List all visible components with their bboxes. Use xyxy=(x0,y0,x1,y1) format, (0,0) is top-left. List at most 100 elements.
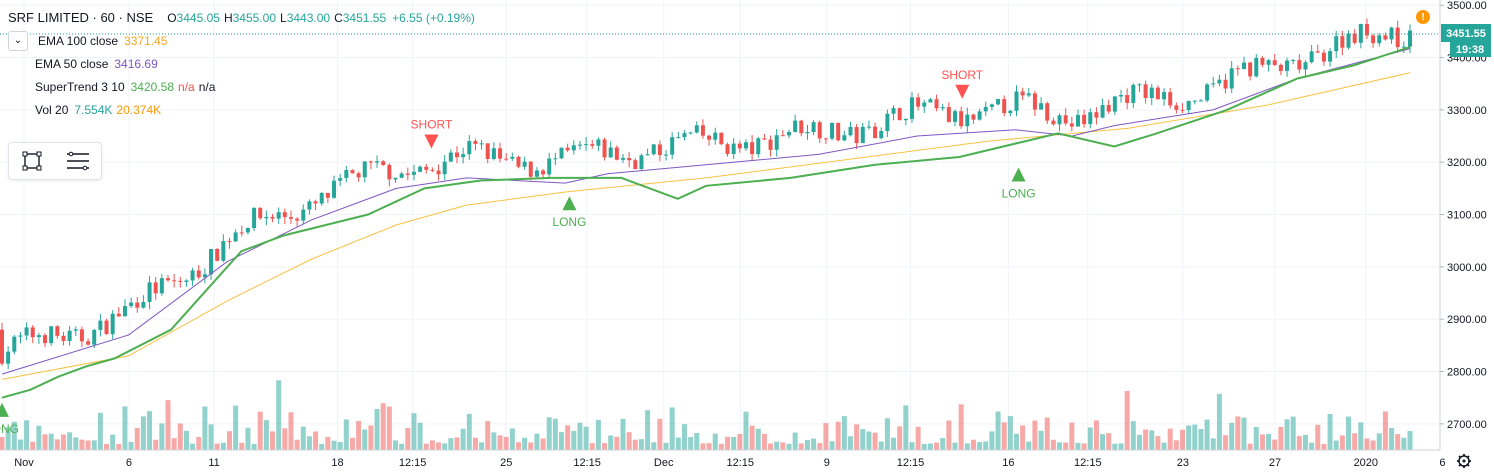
candle-body xyxy=(946,107,951,122)
volume-bar xyxy=(1057,442,1063,450)
candle-body xyxy=(1082,114,1087,125)
candle-body xyxy=(1408,30,1412,47)
volume-bar xyxy=(362,429,368,450)
volume-bar xyxy=(270,431,276,450)
candle-body xyxy=(1235,68,1240,70)
candle-body xyxy=(313,201,318,204)
candle-body xyxy=(522,161,527,167)
volume-bar xyxy=(245,427,251,450)
candle-body xyxy=(6,351,11,364)
volume-bar xyxy=(620,418,626,450)
candle-body xyxy=(670,137,675,155)
candle-body xyxy=(325,192,330,198)
volume-bar xyxy=(927,443,933,450)
candle-body xyxy=(0,329,4,364)
volume-bar xyxy=(1302,434,1308,450)
candle-body xyxy=(1303,62,1308,70)
candle-body xyxy=(1383,35,1388,40)
volume-bar xyxy=(866,431,872,450)
volume-bar xyxy=(565,425,571,450)
volume-bar xyxy=(934,442,940,450)
volume-bar xyxy=(1296,436,1302,450)
volume-bar xyxy=(214,443,220,450)
volume-bar xyxy=(940,438,946,450)
candle-body xyxy=(953,111,958,122)
volume-bar xyxy=(768,443,774,450)
candle-body xyxy=(239,232,244,234)
change-value: +6.55 (+0.19%) xyxy=(392,10,475,25)
chevron-down-icon[interactable]: ⌄ xyxy=(8,30,28,51)
volume-bar xyxy=(73,437,79,450)
volume-bar xyxy=(1272,439,1278,450)
candle-body xyxy=(399,173,404,178)
candle-body xyxy=(559,147,564,159)
indicator-ema100[interactable]: ⌄ EMA 100 close 3371.45 xyxy=(8,29,475,52)
rectangle-tool-icon[interactable] xyxy=(9,143,55,179)
candle-body xyxy=(301,209,306,221)
candle-body xyxy=(1008,110,1013,114)
candle-body xyxy=(553,158,558,160)
gear-icon[interactable] xyxy=(1457,454,1471,468)
volume-bar xyxy=(1259,434,1265,450)
candle-body xyxy=(1211,83,1216,85)
candle-body xyxy=(1026,93,1031,96)
candle-body xyxy=(215,248,220,261)
candle-body xyxy=(24,327,29,336)
candle-body xyxy=(830,122,835,139)
indicator-supertrend[interactable]: SuperTrend 3 10 3420.58 n/a n/a xyxy=(35,79,216,94)
candle-body xyxy=(1155,87,1160,100)
volume-bar xyxy=(319,443,325,450)
volume-bar xyxy=(1204,419,1210,450)
candle-body xyxy=(787,132,792,136)
price-tick-label: 2800.00 xyxy=(1447,367,1487,379)
alert-icon[interactable]: ! xyxy=(1416,10,1430,24)
volume-bar xyxy=(263,420,269,450)
candle-body xyxy=(1272,60,1277,65)
volume-bar xyxy=(891,437,897,450)
volume-bar xyxy=(300,426,306,450)
volume-bar xyxy=(140,416,146,450)
volume-bar xyxy=(448,438,454,450)
volume-bar xyxy=(337,442,343,450)
volume-bar xyxy=(202,406,208,450)
candle-body xyxy=(547,158,552,175)
time-tick-label: 16 xyxy=(1002,457,1014,469)
candle-body xyxy=(1217,79,1222,84)
volume-bar xyxy=(1007,416,1013,450)
candle-body xyxy=(1094,112,1099,118)
candle-body xyxy=(92,329,97,345)
candle-body xyxy=(657,144,662,156)
volume-bar xyxy=(1087,427,1093,450)
candle-body xyxy=(977,111,982,120)
candle-body xyxy=(1395,27,1400,48)
candle-body xyxy=(1223,79,1228,89)
volume-bar xyxy=(1093,420,1099,450)
candle-body xyxy=(135,302,140,308)
volume-bar xyxy=(1161,442,1167,450)
indicator-ema50[interactable]: EMA 50 close 3416.69 xyxy=(35,56,158,71)
candle-body xyxy=(504,158,509,160)
volume-bar xyxy=(712,433,718,450)
volume-bar xyxy=(1407,430,1413,450)
candle-body xyxy=(1002,99,1007,114)
volume-bar xyxy=(1315,424,1321,450)
candle-body xyxy=(276,212,281,219)
candle-body xyxy=(1174,105,1179,110)
candle-body xyxy=(762,138,767,140)
lines-tool-icon[interactable] xyxy=(55,143,101,179)
volume-bar xyxy=(30,441,36,450)
volume-bar xyxy=(190,443,196,450)
candle-body xyxy=(823,138,828,140)
candle-body xyxy=(1198,100,1203,102)
volume-bar xyxy=(116,443,122,450)
candle-body xyxy=(577,144,582,146)
candle-body xyxy=(528,161,533,177)
volume-bar xyxy=(177,423,183,450)
volume-bar xyxy=(1352,433,1358,450)
volume-bar xyxy=(1013,433,1019,450)
indicator-volume[interactable]: Vol 20 7.554K 20.374K xyxy=(35,102,162,117)
candle-body xyxy=(368,161,373,163)
volume-bar xyxy=(1038,430,1044,450)
volume-bar xyxy=(239,442,245,450)
